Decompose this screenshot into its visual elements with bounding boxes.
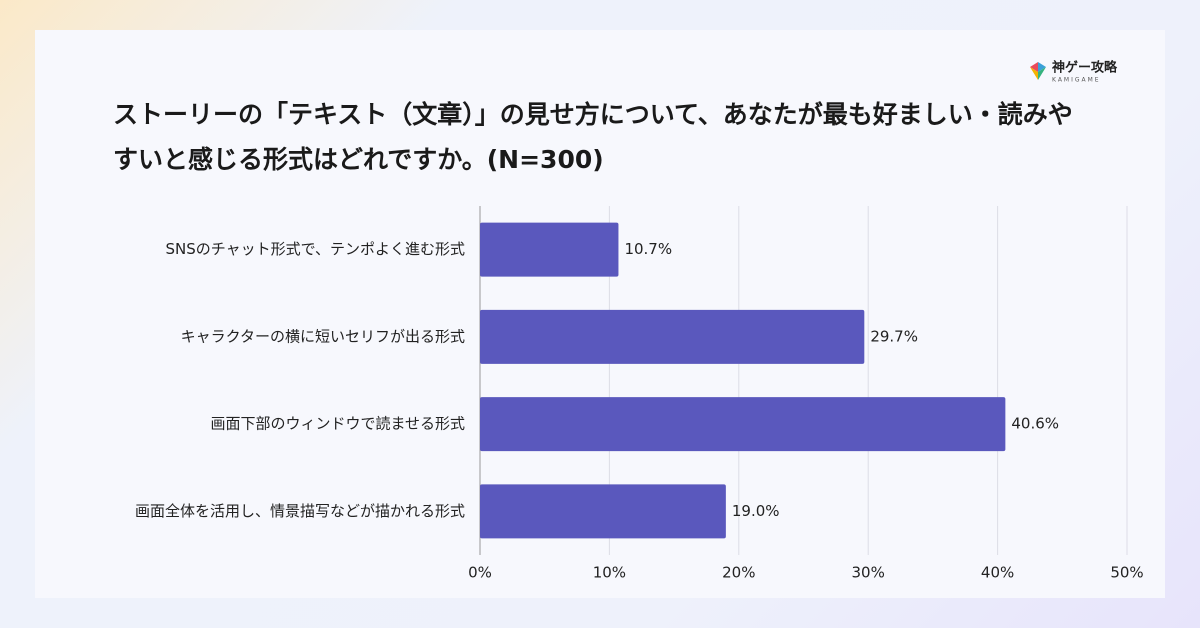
x-tick-label: 0% (468, 564, 492, 582)
value-label: 29.7% (870, 327, 918, 345)
x-tick-label: 50% (1110, 564, 1143, 582)
x-tick-label: 30% (852, 564, 885, 582)
x-tick-label: 20% (722, 564, 755, 582)
logo-name: 神ゲー攻略 (1052, 60, 1118, 76)
bar (480, 309, 865, 364)
y-tick-label: SNSのチャット形式で、テンポよく進む形式 (165, 240, 465, 258)
y-tick-label: 画面下部のウィンドウで読ませる形式 (210, 415, 465, 433)
x-tick-label: 40% (981, 564, 1014, 582)
y-tick-label: キャラクターの横に短いセリフが出る形式 (181, 327, 465, 345)
chart-title: ストーリーの「テキスト（文章）」の見せ方について、あなたが最も好ましい・読みやす… (113, 100, 1073, 174)
bar (480, 397, 1006, 452)
value-label: 19.0% (732, 502, 780, 520)
bar (480, 484, 726, 539)
x-tick-label: 10% (593, 564, 626, 582)
value-label: 10.7% (624, 240, 672, 258)
logo-sub: KAMIGAME (1052, 77, 1101, 84)
value-label: 40.6% (1011, 415, 1059, 433)
bar (480, 222, 619, 277)
y-tick-label: 画面全体を活用し、情景描写などが描かれる形式 (135, 502, 465, 520)
logo-icon (1030, 62, 1046, 80)
